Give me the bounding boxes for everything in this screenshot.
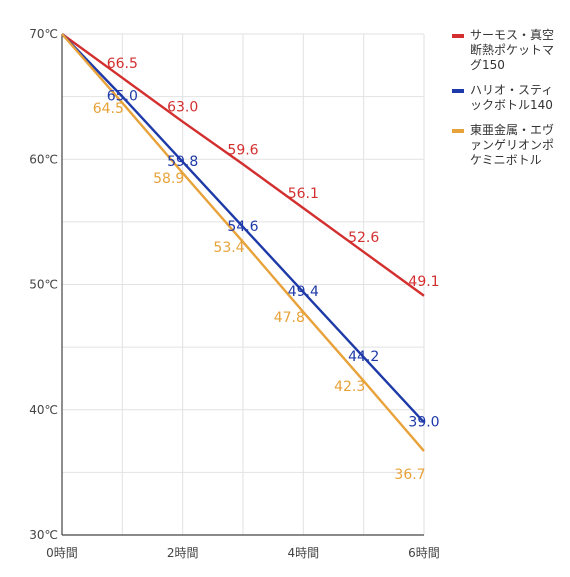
data-label: 59.8 [167, 154, 198, 170]
data-label: 44.2 [348, 349, 379, 365]
legend-swatch [452, 34, 464, 38]
data-label: 65.0 [107, 89, 138, 105]
axes [61, 34, 424, 536]
data-label: 59.6 [227, 142, 258, 158]
data-label: 47.8 [274, 310, 305, 326]
data-label: 42.3 [334, 379, 365, 395]
legend-swatch [452, 129, 464, 133]
data-label: 36.7 [394, 467, 425, 483]
legend-label: 東亜金属・エヴァンゲリオンポケミニボトル [470, 123, 555, 167]
x-tick-label: 4時間 [288, 546, 320, 560]
data-label: 39.0 [408, 414, 439, 430]
legend-swatch [452, 89, 464, 93]
legend-label: サーモス・真空断熱ポケットマグ150 [470, 28, 555, 72]
y-tick-label: 50℃ [29, 278, 58, 292]
data-label: 58.9 [153, 171, 184, 187]
data-label: 66.5 [107, 56, 138, 72]
data-label: 54.6 [227, 219, 258, 235]
series-line-1 [61, 33, 425, 424]
x-tick-label: 2時間 [167, 546, 199, 560]
data-label: 64.5 [93, 101, 124, 117]
data-label: 49.4 [288, 284, 319, 300]
data-label: 53.4 [213, 240, 244, 256]
tick-labels: 30℃ 40℃ 50℃ 60℃ 70℃ 0時間 2時間 4時間 6時間 [29, 27, 440, 560]
series-line-2 [61, 33, 425, 452]
series-lines [61, 33, 425, 452]
legend-item: 東亜金属・エヴァンゲリオンポケミニボトル [452, 123, 564, 168]
x-tick-label: 6時間 [408, 546, 440, 560]
y-tick-label: 40℃ [29, 403, 58, 417]
y-tick-label: 60℃ [29, 152, 58, 166]
data-label: 63.0 [167, 100, 198, 116]
x-tick-label: 0時間 [46, 546, 78, 560]
y-tick-label: 70℃ [29, 27, 58, 41]
data-label: 56.1 [288, 186, 319, 202]
data-labels: 66.5 63.0 59.6 56.1 52.6 49.1 65.0 59.8 54.6 49.4… [93, 56, 440, 483]
grid [61, 33, 425, 536]
legend-item: ハリオ・スティックボトル140 [452, 83, 564, 113]
data-label: 49.1 [408, 274, 439, 290]
y-tick-label: 30℃ [29, 528, 58, 542]
data-label: 52.6 [348, 230, 379, 246]
legend-item: サーモス・真空断熱ポケットマグ150 [452, 28, 564, 73]
legend-label: ハリオ・スティックボトル140 [470, 83, 554, 112]
series-line-0 [61, 33, 425, 297]
legend: サーモス・真空断熱ポケットマグ150 ハリオ・スティックボトル140 東亜金属・エヴ… [452, 28, 564, 178]
